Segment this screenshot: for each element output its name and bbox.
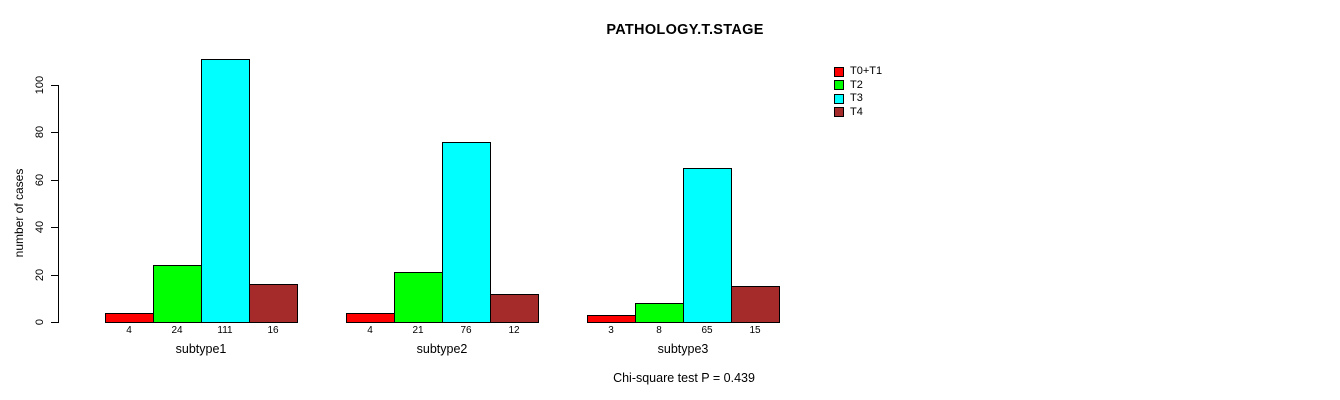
bar-subtype3-T0+T1 [587,315,636,323]
bar-subtype2-T2 [394,272,443,323]
bar-value-label: 3 [608,325,614,336]
bar-value-label: 4 [367,325,373,336]
y-axis-tick-label: 100 [34,75,46,95]
category-label-subtype1: subtype1 [175,342,227,356]
y-axis-tick [51,275,58,276]
chi-square-annotation: Chi-square test P = 0.439 [613,371,755,385]
bar-value-label: 24 [171,325,183,336]
y-axis-line [58,85,59,323]
bar-subtype1-T3 [201,59,250,323]
y-axis-tick-label: 20 [34,268,46,282]
bar-value-label: 15 [749,325,761,336]
bar-subtype2-T0+T1 [346,313,395,323]
bar-value-label: 16 [267,325,279,336]
legend-label: T4 [850,105,863,118]
bar-value-label: 111 [217,325,233,336]
bar-value-label: 65 [701,325,713,336]
legend-label: T3 [850,92,863,105]
category-label-subtype2: subtype2 [416,342,468,356]
legend-item-T0+T1: T0+T1 [834,65,882,79]
legend: T0+T1 T2 T3 T4 [834,65,882,119]
bar-subtype1-T0+T1 [105,313,154,323]
bar-subtype3-T4 [731,286,780,323]
bar-subtype1-T2 [153,265,202,323]
y-axis-tick [51,85,58,86]
y-axis-tick-label: 80 [34,125,46,139]
category-label-subtype3: subtype3 [657,342,709,356]
legend-swatch-icon [834,107,844,118]
legend-swatch-icon [834,66,844,77]
legend-swatch-icon [834,80,844,91]
bar-subtype3-T3 [683,168,732,323]
y-axis-tick [51,227,58,228]
bar-subtype1-T4 [249,284,298,323]
legend-item-T2: T2 [834,79,882,93]
y-axis-tick-label: 40 [34,220,46,234]
bar-subtype2-T3 [442,142,491,323]
y-axis-label: number of cases [12,168,26,258]
bar-subtype2-T4 [490,294,539,323]
legend-item-T3: T3 [834,92,882,106]
legend-item-T4: T4 [834,106,882,120]
bar-value-label: 76 [460,325,472,336]
bar-value-label: 12 [508,325,520,336]
legend-swatch-icon [834,93,844,104]
chart-title: PATHOLOGY.T.STAGE [606,22,764,38]
y-axis-tick-label: 0 [34,318,46,326]
legend-label: T0+T1 [850,65,883,78]
bar-value-label: 8 [656,325,662,336]
y-axis-tick [51,180,58,181]
y-axis-tick-label: 60 [34,173,46,187]
bar-value-label: 21 [412,325,424,336]
legend-label: T2 [850,78,863,91]
y-axis-tick [51,322,58,323]
bar-subtype3-T2 [635,303,684,323]
y-axis-tick [51,132,58,133]
bar-value-label: 4 [126,325,132,336]
